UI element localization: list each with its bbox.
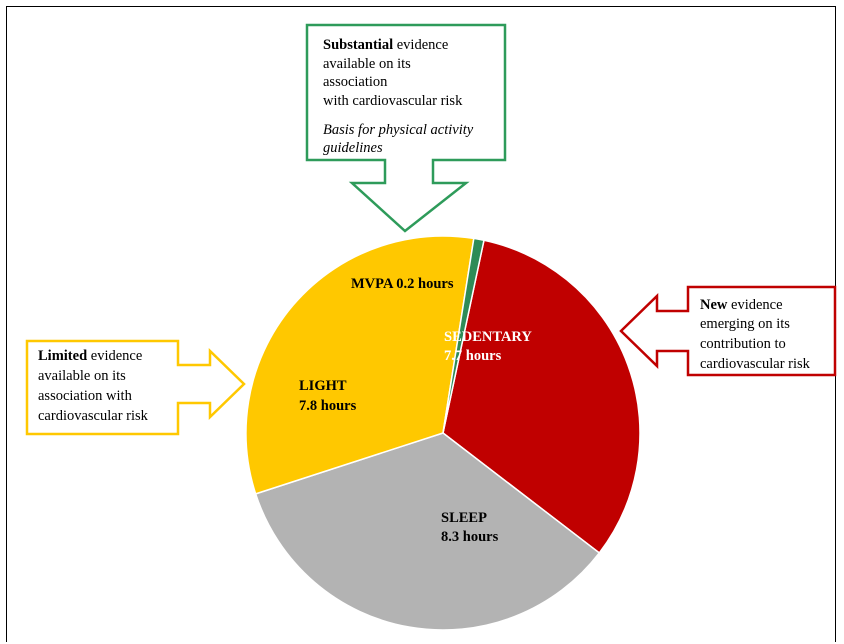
slice-label-sleep: SLEEP [441, 510, 487, 526]
callout-sedentary: New evidence emerging on its contributio… [619, 285, 837, 377]
callout-mvpa-line3: association [323, 74, 388, 90]
callout-sedentary-line2: emerging on its [700, 316, 790, 332]
callout-light-bold: Limited [38, 348, 87, 364]
callout-sedentary-line1-rest: evidence [727, 297, 782, 313]
pie-slices [245, 235, 641, 631]
callout-sedentary-outline [619, 285, 837, 377]
callout-mvpa-line1-rest: evidence [393, 37, 448, 53]
callout-mvpa-outline [305, 23, 507, 233]
slice-label-light: LIGHT [299, 378, 347, 394]
pie-slice-sedentary [442, 239, 641, 554]
slice-value-sedentary: 7.7 hours [444, 348, 502, 364]
callout-light: Limited evidence available on its associ… [25, 339, 246, 436]
pie-slice-sleep [254, 432, 601, 631]
callout-mvpa-line4: with cardiovascular risk [323, 93, 463, 109]
slice-label-sedentary: SEDENTARY [444, 329, 532, 345]
callout-mvpa-line1: Substantial evidence [323, 37, 448, 53]
callout-mvpa-italic1: Basis for physical activity [323, 122, 474, 138]
slice-label-mvpa: MVPA 0.2 hours [351, 276, 454, 292]
slice-label-mvpa-name: MVPA [351, 276, 394, 292]
callout-mvpa-bold: Substantial [323, 37, 393, 53]
callout-mvpa-italic2: guidelines [323, 140, 383, 156]
callout-light-line1-rest: evidence [87, 348, 142, 364]
callout-light-outline [25, 339, 246, 436]
callout-light-line4: cardiovascular risk [38, 408, 149, 424]
callout-light-line1: Limited evidence [38, 348, 142, 364]
callout-sedentary-line4: cardiovascular risk [700, 356, 811, 372]
callout-mvpa: Substantial evidence available on its as… [305, 23, 507, 233]
pie-slice-light [245, 235, 475, 495]
callout-mvpa-line2: available on its [323, 56, 411, 72]
slice-value-mvpa: 0.2 hours [396, 276, 454, 292]
callout-light-line3: association with [38, 388, 133, 404]
callout-sedentary-bold: New [700, 297, 728, 313]
slice-value-light: 7.8 hours [299, 398, 357, 414]
pie-slice-mvpa [442, 237, 485, 434]
slice-labels: SEDENTARY 7.7 hours SLEEP 8.3 hours LIGH… [299, 276, 532, 545]
callout-light-line2: available on its [38, 368, 126, 384]
slice-value-sleep: 8.3 hours [441, 529, 499, 545]
callout-sedentary-line3: contribution to [700, 336, 786, 352]
callout-sedentary-line1: New evidence [700, 297, 783, 313]
